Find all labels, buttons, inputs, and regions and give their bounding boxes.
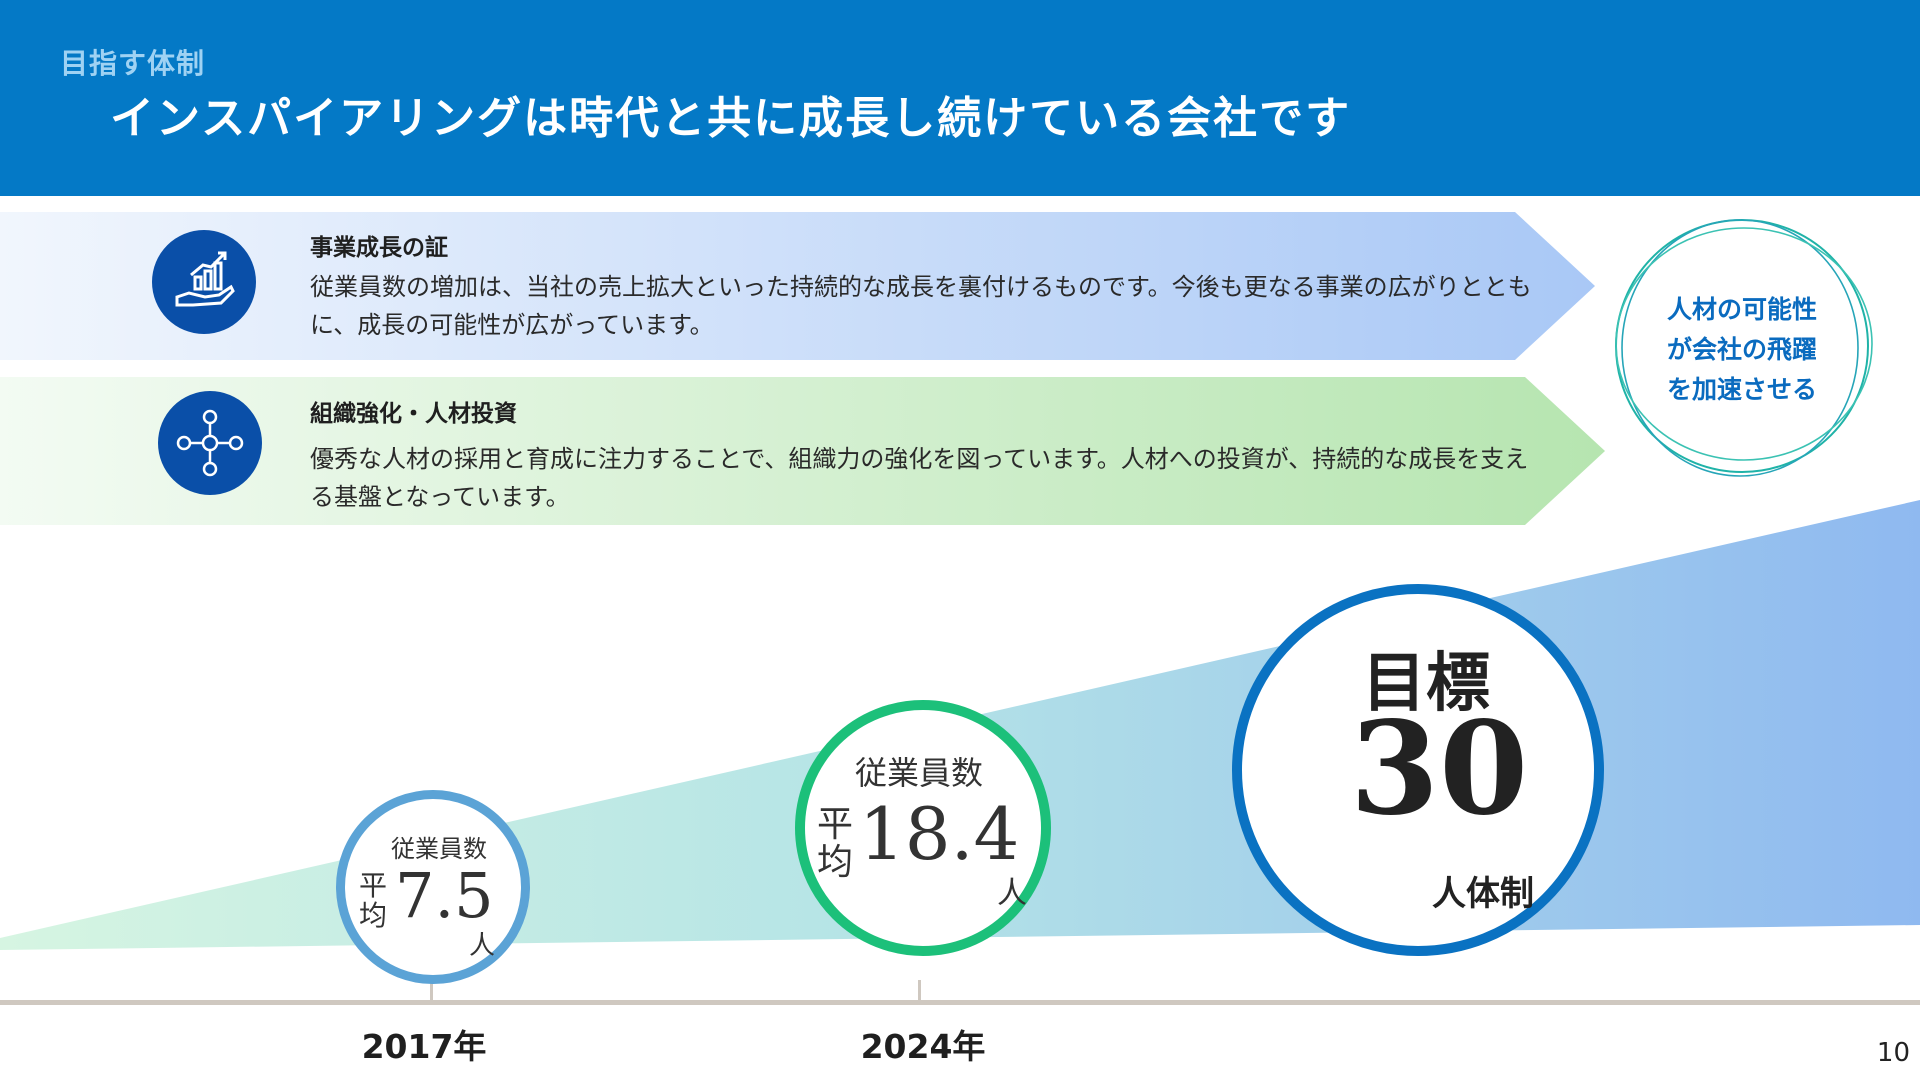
year-label-2017: 2017年 xyxy=(361,1027,487,1066)
banner-2-heading: 組織強化・人材投資 xyxy=(310,401,517,427)
banner-arrow-2 xyxy=(0,377,1605,525)
milestone-2024-unit: 人 xyxy=(997,876,1027,911)
timeline-tick-2017 xyxy=(430,980,433,1002)
milestone-2017-prefix: 平均 xyxy=(359,869,388,932)
banner-2-body: 優秀な人材の採用と育成に注力することで、組織力の強化を図っています。人材への投資… xyxy=(310,445,1529,511)
badge-line-2: が会社の飛躍 xyxy=(1666,335,1817,364)
banner-1-body: 従業員数の増加は、当社の売上拡大といった持続的な成長を裏付けるものです。今後も更… xyxy=(310,273,1532,339)
milestone-2017-unit: 人 xyxy=(469,931,496,961)
section-label: 目指す体制 xyxy=(60,47,206,80)
target-circle: 目標 30 人体制 xyxy=(1232,584,1604,956)
page-number: 10 xyxy=(1876,1038,1910,1068)
vision-badge: 人材の可能性 が会社の飛躍 を加速させる xyxy=(1606,210,1878,482)
milestone-2017-caption: 従業員数 xyxy=(391,835,487,863)
milestone-2024-prefix: 平均 xyxy=(817,804,854,883)
target-value: 30 xyxy=(1350,694,1529,844)
milestone-2017-value: 7.5 xyxy=(395,859,494,932)
banner-arrow-1 xyxy=(0,212,1595,360)
target-label: 目標 xyxy=(1362,646,1490,721)
badge-line-3: を加速させる xyxy=(1666,375,1817,404)
growth-chart-hand-icon xyxy=(152,230,256,334)
people-network-icon xyxy=(158,391,262,495)
target-unit: 人体制 xyxy=(1432,874,1534,914)
milestone-2024-caption: 従業員数 xyxy=(855,754,984,792)
milestone-2017-circle: 従業員数 平均 7.5 人 xyxy=(336,790,530,984)
header-bar: 目指す体制 インスパイアリングは時代と共に成長し続けている会社です xyxy=(0,0,1920,196)
year-label-2024: 2024年 xyxy=(860,1027,986,1066)
timeline-tick-2024 xyxy=(918,980,921,1002)
banner-1-heading: 事業成長の証 xyxy=(310,235,448,261)
milestone-2024-circle: 従業員数 平均 18.4 人 xyxy=(795,700,1051,956)
badge-line-1: 人材の可能性 xyxy=(1666,295,1817,324)
milestone-2024-value: 18.4 xyxy=(859,792,1020,876)
page-title: インスパイアリングは時代と共に成長し続けている会社です xyxy=(110,93,1352,144)
timeline-axis xyxy=(0,1000,1920,1005)
